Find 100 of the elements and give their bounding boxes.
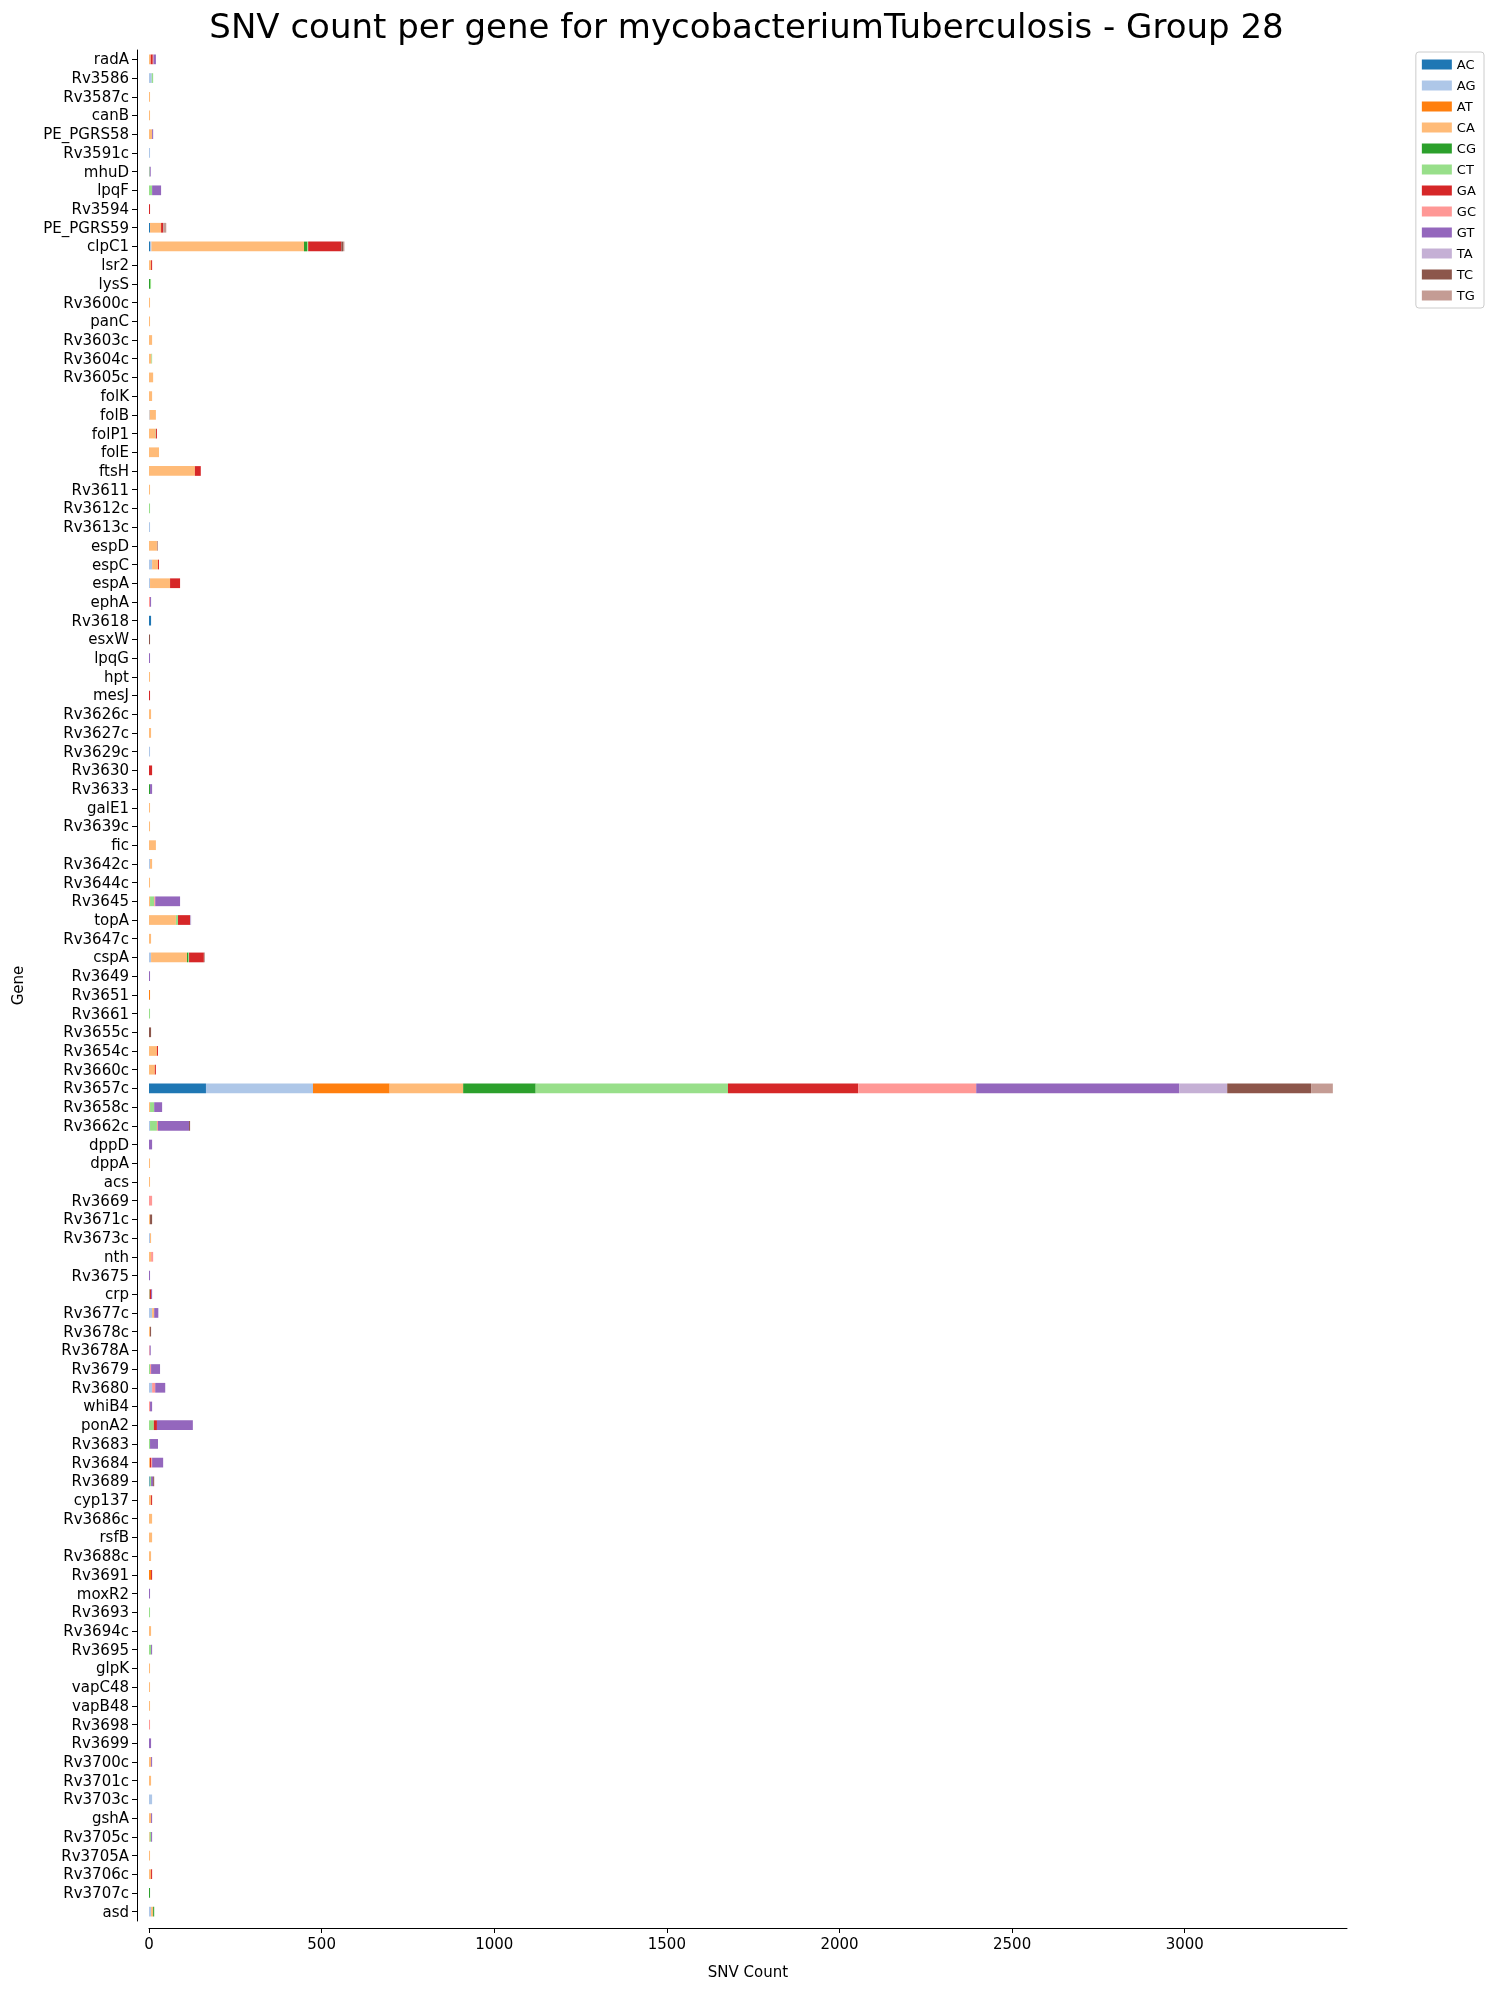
y-tick-label: Rv3691 <box>71 1565 129 1584</box>
x-tick-label: 500 <box>307 1934 336 1953</box>
y-tick-label: Rv3679 <box>71 1360 129 1379</box>
x-tick-label: 2000 <box>820 1934 859 1953</box>
y-tick-label: Rv3647c <box>63 929 129 948</box>
y-tick-label: Rv3633 <box>71 780 129 799</box>
y-tick-label: folK <box>100 387 131 406</box>
y-tick-label: Rv3677c <box>63 1303 129 1322</box>
y-tick-label: nth <box>104 1247 129 1266</box>
y-tick-label: mhuD <box>83 162 129 181</box>
legend-label: TA <box>1455 246 1473 261</box>
x-tick-label: 1000 <box>475 1934 514 1953</box>
y-tick-label: espA <box>92 574 130 593</box>
y-tick-label: mesJ <box>92 686 129 705</box>
legend-label: GA <box>1456 183 1476 198</box>
y-tick-label: espD <box>90 536 129 555</box>
y-tick-label: Rv3675 <box>71 1266 129 1285</box>
y-tick-label: lsr2 <box>101 256 129 275</box>
y-tick-label: Rv3688c <box>63 1547 129 1566</box>
legend-label: CG <box>1456 141 1477 156</box>
y-tick-label: espC <box>91 555 129 574</box>
y-tick-label: Rv3673c <box>63 1229 129 1248</box>
x-axis-title: SNV Count <box>707 1962 789 1981</box>
y-tick-label: lpqF <box>97 181 129 200</box>
y-tick-label: Rv3594 <box>71 200 129 219</box>
y-tick-label: vapB48 <box>72 1696 129 1715</box>
legend-label: CA <box>1456 120 1475 135</box>
y-tick-label: Rv3698 <box>71 1715 129 1734</box>
chart-title: SNV count per gene for mycobacteriumTuberculosis - Group 28 <box>209 6 1284 46</box>
y-tick-label: asd <box>102 1902 129 1921</box>
y-tick-label: Rv3700c <box>63 1752 129 1771</box>
y-tick-label: Rv3689 <box>71 1472 129 1491</box>
y-tick-label: folE <box>100 443 129 462</box>
y-tick-label: PE_PGRS59 <box>43 218 129 238</box>
y-tick-label: Rv3678A <box>61 1341 130 1360</box>
legend-label: AG <box>1456 78 1476 93</box>
x-tick-label: 1500 <box>647 1934 686 1953</box>
y-tick-label: PE_PGRS58 <box>43 125 129 145</box>
y-tick-label: Rv3686c <box>63 1509 129 1528</box>
legend-label: CT <box>1456 162 1474 177</box>
y-tick-label: Rv3613c <box>63 518 129 537</box>
x-tick-label: 0 <box>144 1934 154 1953</box>
y-tick-label: Rv3591c <box>63 143 129 162</box>
legend-label: GT <box>1456 225 1475 240</box>
y-tick-label: canB <box>91 106 129 125</box>
y-tick-label: esxW <box>88 630 130 649</box>
y-tick-label: Rv3662c <box>63 1116 129 1135</box>
legend-label: AT <box>1456 99 1473 114</box>
y-tick-label: folB <box>100 405 129 424</box>
y-tick-label: Rv3645 <box>71 892 129 911</box>
y-tick-label: Rv3604c <box>63 349 129 368</box>
y-tick-label: Rv3639c <box>63 817 129 836</box>
y-tick-label: Rv3706c <box>63 1865 129 1884</box>
y-tick-label: Rv3705A <box>61 1846 130 1865</box>
y-tick-label: vapC48 <box>71 1678 129 1697</box>
y-tick-label: fic <box>111 836 129 855</box>
y-tick-label: Rv3671c <box>63 1210 129 1229</box>
y-tick-label: cspA <box>93 948 130 967</box>
y-tick-label: Rv3603c <box>63 331 129 350</box>
y-tick-label: rsfB <box>99 1528 129 1547</box>
y-tick-label: Rv3644c <box>63 873 129 892</box>
y-tick-label: Rv3669 <box>71 1191 129 1210</box>
y-tick-label: crp <box>105 1285 129 1304</box>
legend-label: AC <box>1456 57 1475 72</box>
y-tick-label: Rv3705c <box>63 1827 129 1846</box>
y-tick-label: Rv3586 <box>71 69 129 88</box>
y-tick-label: Rv3654c <box>63 1041 129 1060</box>
y-tick-label: Rv3626c <box>63 705 129 724</box>
y-tick-label: topA <box>94 911 130 930</box>
legend-label: TC <box>1455 267 1474 282</box>
y-tick-label: Rv3699 <box>71 1734 129 1753</box>
y-tick-label: Rv3684 <box>71 1453 129 1472</box>
y-tick-label: moxR2 <box>76 1584 129 1603</box>
y-tick-label: Rv3630 <box>71 761 129 780</box>
y-tick-label: Rv3695 <box>71 1640 129 1659</box>
y-tick-label: radA <box>93 50 130 69</box>
y-tick-label: dppA <box>90 1154 130 1173</box>
y-tick-label: lpqG <box>94 649 129 668</box>
y-tick-label: Rv3678c <box>63 1322 129 1341</box>
y-tick-label: Rv3683 <box>71 1434 129 1453</box>
y-tick-label: Rv3605c <box>63 368 129 387</box>
y-tick-label: Rv3642c <box>63 854 129 873</box>
y-axis-title: Gene <box>8 965 27 1006</box>
y-tick-label: clpC1 <box>87 237 129 256</box>
y-tick-label: Rv3703c <box>63 1790 129 1809</box>
y-tick-label: cyp137 <box>73 1491 129 1510</box>
y-tick-label: Rv3658c <box>63 1098 129 1117</box>
y-tick-label: panC <box>90 312 129 331</box>
y-tick-label: Rv3612c <box>63 499 129 518</box>
y-tick-label: Rv3701c <box>63 1771 129 1790</box>
y-tick-label: Rv3707c <box>63 1883 129 1902</box>
y-tick-label: Rv3680 <box>71 1378 129 1397</box>
y-tick-label: Rv3693 <box>71 1603 129 1622</box>
y-tick-label: Rv3587c <box>63 87 129 106</box>
y-tick-label: gshA <box>91 1809 130 1828</box>
y-tick-label: glpK <box>95 1659 131 1678</box>
y-tick-label: folP1 <box>91 424 129 443</box>
y-tick-label: dppD <box>88 1135 129 1154</box>
x-tick-label: 3000 <box>1165 1934 1204 1953</box>
y-tick-label: Rv3660c <box>63 1060 129 1079</box>
